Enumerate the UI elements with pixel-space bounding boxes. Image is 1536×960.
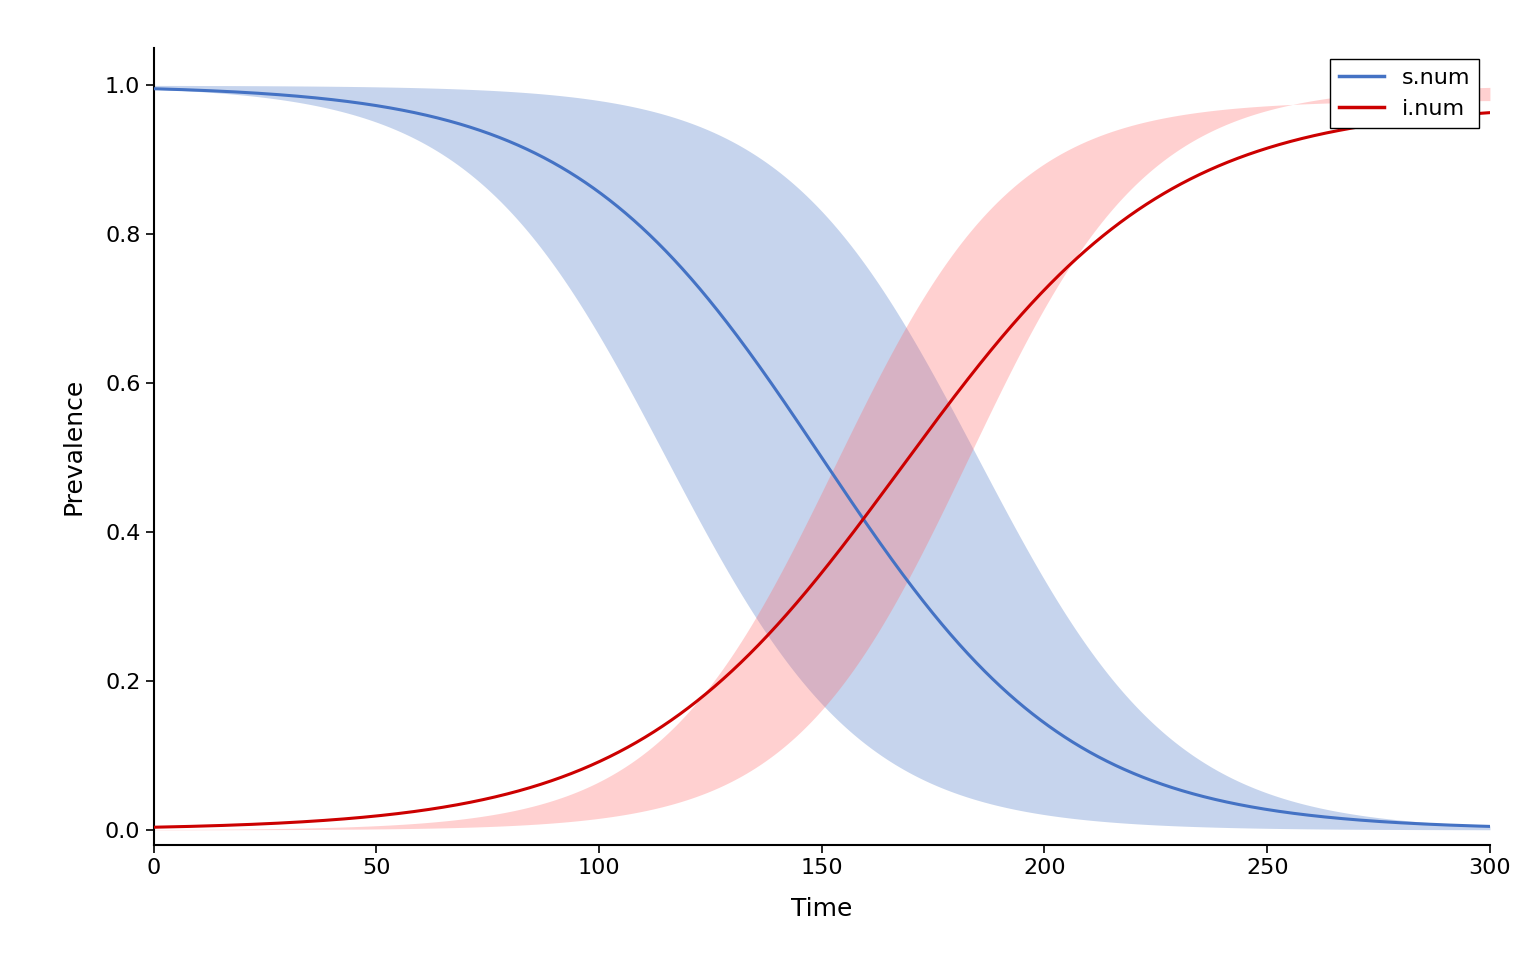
X-axis label: Time: Time [791,898,852,922]
Legend: s.num, i.num: s.num, i.num [1330,60,1479,128]
Y-axis label: Prevalence: Prevalence [61,378,86,515]
